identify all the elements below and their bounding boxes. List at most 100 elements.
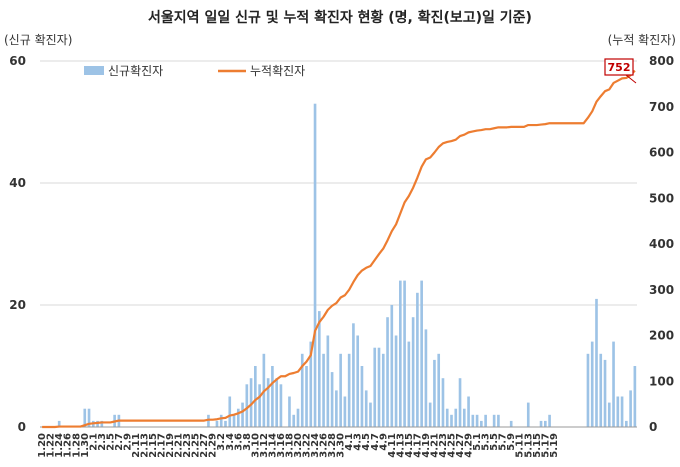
legend: 신규확진자 누적확진자 — [84, 64, 305, 78]
x-tick-label: 5.17 — [540, 433, 551, 458]
bar — [424, 329, 428, 427]
y-right-tick-label: 600 — [649, 146, 674, 160]
bar — [394, 335, 398, 427]
bar — [625, 420, 628, 427]
right-axis-title: (누적 확진자) — [608, 33, 676, 47]
bar — [219, 414, 223, 427]
bar — [364, 390, 368, 427]
bar — [296, 408, 300, 427]
bar — [411, 317, 415, 427]
x-tick-label: 4.15 — [404, 433, 415, 458]
x-tick-label: 3.22 — [302, 433, 313, 458]
bar — [386, 317, 389, 427]
x-tick-label: 3.20 — [293, 433, 304, 458]
bar — [305, 366, 308, 427]
bar — [369, 402, 372, 427]
bar — [607, 402, 611, 427]
right-y-ticks: 0 100 200 300 400 500 600 700 800 — [649, 54, 674, 434]
x-tick-label: 2.29 — [208, 433, 219, 458]
x-tick-label: 4.11 — [387, 433, 398, 458]
bar — [373, 347, 377, 427]
y-left-tick-label: 40 — [9, 176, 26, 190]
bar — [484, 414, 487, 427]
bar — [420, 280, 423, 427]
x-tick-label: 4.17 — [412, 433, 423, 458]
bar — [271, 366, 274, 427]
bar — [326, 335, 330, 427]
bar — [497, 414, 500, 427]
y-right-tick-label: 100 — [649, 374, 674, 388]
bar — [475, 414, 479, 427]
bar — [228, 396, 232, 427]
x-tick-label: 3.26 — [319, 433, 330, 458]
x-tick-label: 3.24 — [310, 433, 321, 458]
bar — [407, 341, 411, 427]
x-tick-label: 2.21 — [174, 433, 185, 458]
bar — [87, 408, 91, 427]
bar — [433, 359, 436, 427]
x-tick-label: 4.7 — [370, 433, 381, 451]
bar-series — [57, 103, 637, 427]
y-left-tick-label: 60 — [9, 54, 26, 68]
bar — [403, 280, 406, 427]
bar — [629, 390, 632, 427]
bar — [266, 378, 270, 427]
bar — [352, 323, 355, 427]
x-tick-label: 2.25 — [191, 433, 202, 458]
x-tick-label: 3.2 — [216, 433, 227, 451]
bar — [258, 384, 261, 427]
callout: 752 — [604, 58, 637, 84]
x-tick-label: 2.7 — [114, 433, 125, 451]
bar — [57, 420, 61, 427]
left-axis-title: (신규 확진자) — [4, 33, 72, 47]
callout-leader — [625, 74, 637, 84]
bar — [381, 353, 385, 427]
x-tick-label: 2.1 — [88, 433, 99, 451]
x-tick-label: 4.9 — [378, 433, 389, 451]
x-tick-label: 5.1 — [472, 433, 483, 451]
x-tick-label: 5.15 — [532, 433, 543, 458]
x-tick-label: 4.29 — [464, 433, 475, 458]
bar — [254, 366, 257, 427]
bar — [437, 353, 441, 427]
x-tick-label: 3.14 — [267, 433, 278, 458]
bar — [526, 402, 530, 427]
x-tick-label: 4.3 — [353, 433, 364, 451]
chart-title: 서울지역 일일 신규 및 누적 확진자 현황 (명, 확진(보고)일 기준) — [148, 9, 532, 26]
x-tick-label: 3.28 — [327, 433, 338, 458]
x-tick-label: 2.19 — [165, 433, 176, 458]
legend-bar-label: 신규확진자 — [108, 64, 163, 78]
x-tick-label: 2.3 — [97, 433, 108, 451]
bar — [480, 420, 483, 427]
bar — [458, 378, 462, 427]
x-tick-label: 1.20 — [37, 433, 48, 458]
bar — [548, 414, 551, 427]
x-tick-label: 3.6 — [233, 433, 244, 451]
bar — [492, 414, 496, 427]
bar — [347, 353, 351, 427]
x-tick-label: 4.23 — [438, 433, 449, 458]
bar — [275, 378, 278, 427]
x-tick-label: 5.13 — [523, 433, 534, 458]
y-right-tick-label: 500 — [649, 191, 674, 205]
x-tick-label: 1.24 — [54, 433, 65, 458]
bar — [399, 280, 402, 427]
bar — [245, 384, 249, 427]
y-left-tick-label: 0 — [18, 420, 26, 434]
x-tick-label: 3.12 — [259, 433, 270, 458]
bar — [215, 420, 219, 427]
bar — [360, 366, 364, 427]
bar — [313, 103, 317, 427]
x-tick-label: 3.8 — [242, 433, 253, 451]
x-tick-label: 5.5 — [489, 433, 500, 451]
x-ticks: 1.201.221.241.261.281.302.12.32.52.72.92… — [37, 433, 560, 458]
bar — [603, 359, 607, 427]
x-tick-label: 2.11 — [131, 433, 142, 458]
x-tick-label: 5.19 — [549, 433, 560, 458]
x-tick-label: 3.10 — [250, 433, 261, 458]
bar — [590, 341, 594, 427]
x-tick-label: 2.9 — [122, 433, 133, 451]
bar — [100, 420, 104, 427]
bar — [377, 347, 381, 427]
